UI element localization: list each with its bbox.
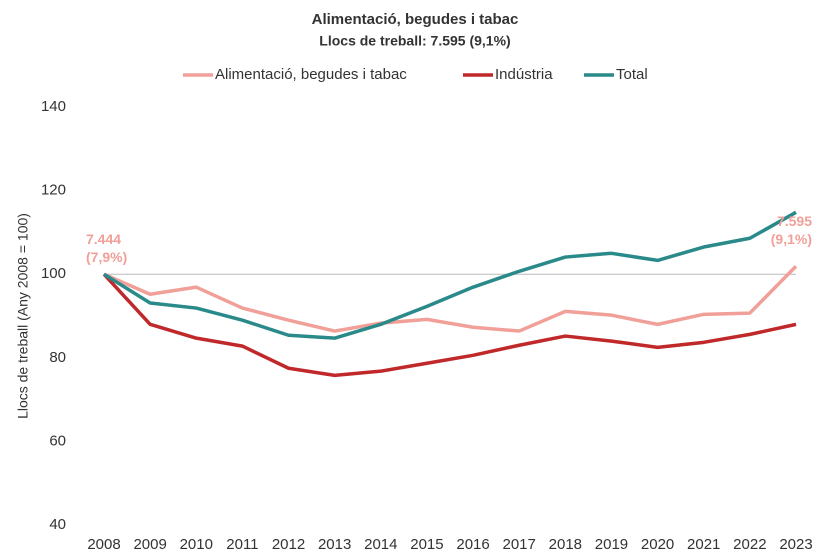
y-tick-label: 100 [41,265,66,282]
x-tick-label: 2009 [133,536,166,553]
series-line [103,210,797,340]
chart-subtitle: Llocs de treball: 7.595 (9,1%) [319,33,510,49]
annotation: (9,1%) [771,231,812,247]
x-tick-label: 2011 [226,536,258,553]
legend-label: Indústria [495,66,553,83]
x-tick-label: 2012 [272,536,305,553]
chart-title: Alimentació, begudes i tabac [312,11,519,28]
y-tick-label: 60 [49,432,66,449]
y-tick-label: 140 [41,98,66,115]
x-tick-label: 2016 [456,536,489,553]
y-tick-label: 40 [49,516,66,533]
series-line [103,265,798,333]
x-tick-label: 2019 [595,536,628,553]
x-tick-label: 2008 [87,536,120,553]
x-tick-label: 2014 [364,536,397,553]
series-line [102,273,797,378]
x-tick-label: 2013 [318,536,351,553]
x-tick-label: 2010 [180,536,213,553]
annotation: 7.444 [86,231,121,247]
x-tick-label: 2021 [687,536,720,553]
y-tick-label: 80 [49,349,66,366]
y-tick-label: 120 [41,182,66,199]
legend-label: Alimentació, begudes i tabac [215,66,407,83]
x-tick-label: 2022 [733,536,766,553]
annotation: (7,9%) [86,249,127,265]
x-tick-label: 2018 [549,536,582,553]
x-tick-label: 2023 [779,536,812,553]
x-tick-label: 2015 [410,536,443,553]
legend-label: Total [616,66,648,83]
x-tick-label: 2017 [503,536,536,553]
annotation: 7.595 [777,213,812,229]
y-axis-label: Llocs de treball (Any 2008 = 100) [15,213,31,419]
x-tick-label: 2020 [641,536,674,553]
